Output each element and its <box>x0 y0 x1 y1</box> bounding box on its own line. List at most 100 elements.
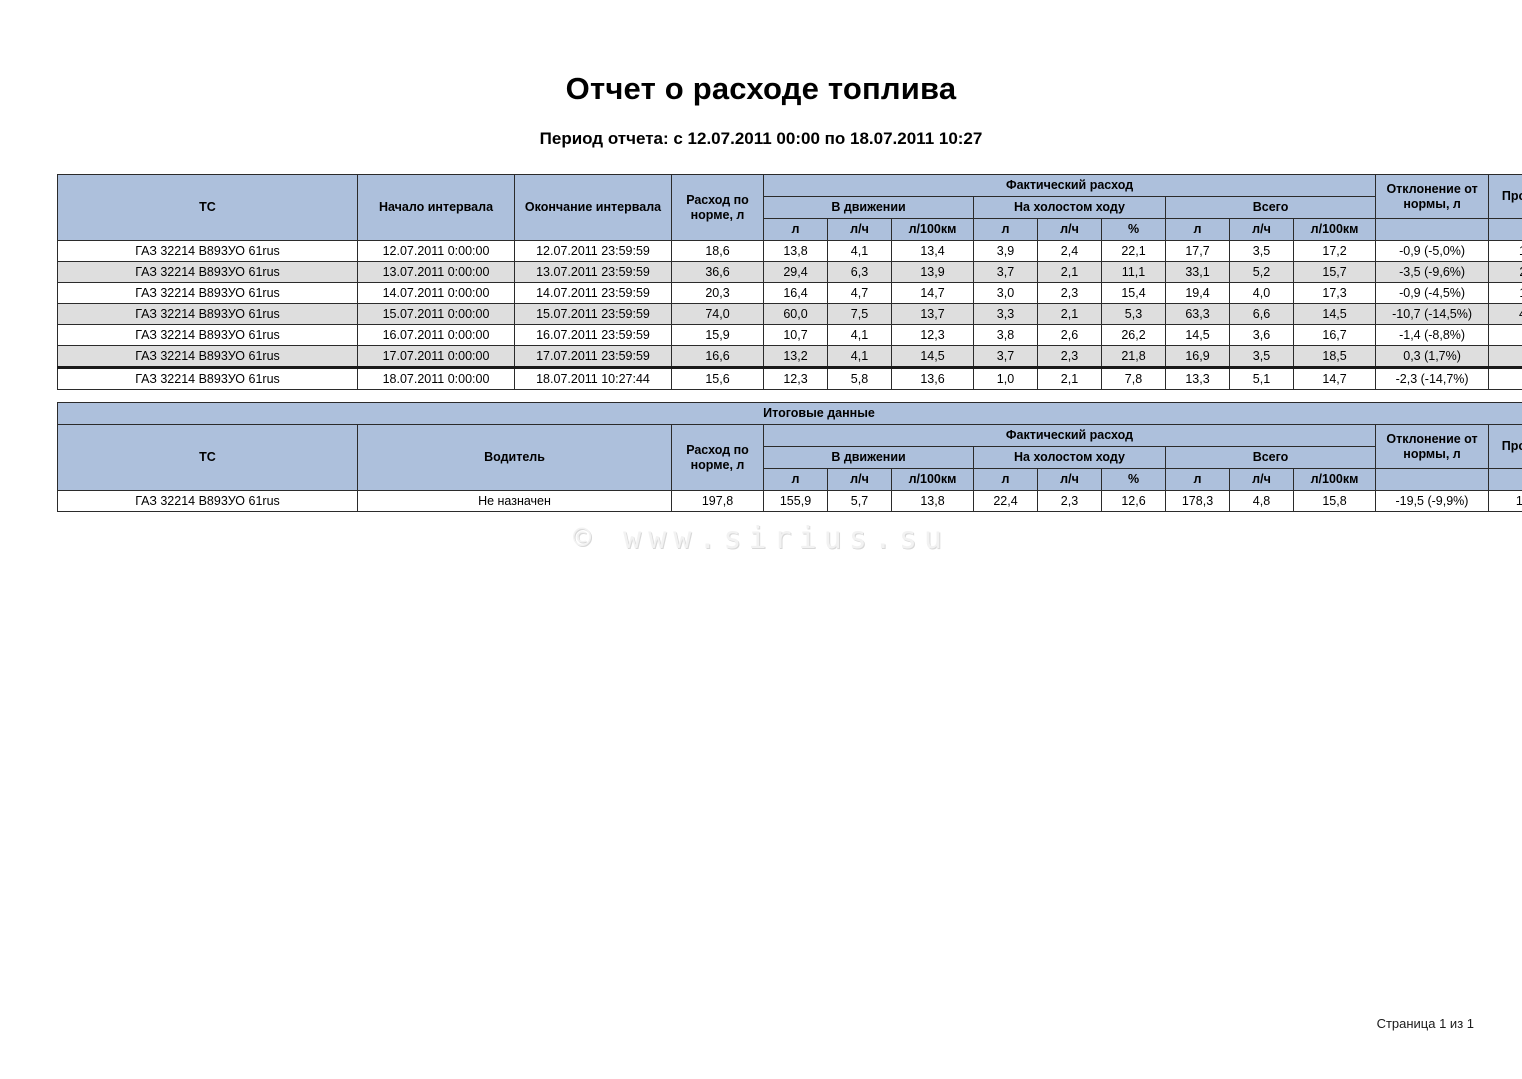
summary-cell-total-l: 178,3 <box>1165 490 1230 512</box>
table-row: ГАЗ 32214 В893УО 61rus 14.07.2011 0:00:00… <box>57 282 1522 304</box>
main-cell-total-l100: 17,2 <box>1292 240 1377 262</box>
summary-col-header-total-l: л <box>1165 468 1230 491</box>
summary-col-header-mileage: Пробег, км <box>1488 424 1522 469</box>
header-row-3: л л/ч л/100км л л/ч % л л/ч л/100км <box>58 218 1522 241</box>
col-header-deviation-sub <box>1375 218 1490 241</box>
main-cell-idle-l: 3,8 <box>973 324 1038 346</box>
main-cell-motion-l: 29,4 <box>763 261 828 283</box>
summary-cell-idle-l: 22,4 <box>973 490 1038 512</box>
main-cell-motion-lh: 7,5 <box>827 303 892 325</box>
main-cell-mileage: 436,5 <box>1488 303 1522 325</box>
table-row: ГАЗ 32214 В893УО 61rus Не назначен 197,8 15… <box>57 490 1522 512</box>
main-cell-norm: 74,0 <box>671 303 764 325</box>
table-row: ГАЗ 32214 В893УО 61rus 12.07.2011 0:00:00… <box>57 240 1522 262</box>
summary-header-row-3: л л/ч л/100км л л/ч % л л/ч л/100км <box>58 468 1522 491</box>
summary-cell-motion-lh: 5,7 <box>827 490 892 512</box>
main-cell-idle-pct: 22,1 <box>1101 240 1166 262</box>
main-cell-total-l: 63,3 <box>1165 303 1230 325</box>
summary-col-header-total: Всего <box>1165 446 1376 469</box>
main-cell-motion-l: 13,2 <box>763 345 828 368</box>
summary-col-header-total-l100km: л/100км <box>1293 468 1376 491</box>
summary-col-header-idle-pct: % <box>1101 468 1166 491</box>
main-cell-motion-lh: 4,7 <box>827 282 892 304</box>
main-cell-total-lh: 5,2 <box>1229 261 1294 283</box>
main-cell-end: 12.07.2011 23:59:59 <box>514 240 672 262</box>
main-table-head: ТС Начало интервала Окончание интервала … <box>57 174 1522 241</box>
main-cell-ts: ГАЗ 32214 В893УО 61rus <box>57 261 358 283</box>
header-row-2: В движении На холостом ходу Всего <box>58 196 1522 219</box>
main-cell-total-lh: 3,6 <box>1229 324 1294 346</box>
main-cell-norm: 36,6 <box>671 261 764 283</box>
col-header-total-l100km: л/100км <box>1292 218 1377 241</box>
main-cell-deviation: -0,9 (-5,0%) <box>1375 240 1490 262</box>
main-cell-end: 17.07.2011 23:59:59 <box>514 345 672 368</box>
main-cell-idle-l: 3,9 <box>973 240 1038 262</box>
col-header-in-motion: В движении <box>763 196 974 219</box>
main-cell-mileage: 103,0 <box>1488 240 1522 262</box>
summary-totals-table: Итоговые данные ТС Водитель Расход по но… <box>57 402 1522 512</box>
col-header-idle-l: л <box>973 218 1038 241</box>
main-cell-ts: ГАЗ 32214 В893УО 61rus <box>57 324 358 346</box>
main-table-container: ТС Начало интервала Окончание интервала … <box>57 174 1522 390</box>
summary-cell-idle-pct: 12,6 <box>1101 490 1166 512</box>
summary-cell-driver: Не назначен <box>357 490 672 512</box>
main-cell-deviation: -1,4 (-8,8%) <box>1375 324 1490 346</box>
col-header-total-l: л <box>1165 218 1230 241</box>
main-cell-norm: 18,6 <box>671 240 764 262</box>
main-cell-total-l100: 17,3 <box>1292 282 1377 304</box>
main-cell-total-lh: 4,0 <box>1229 282 1294 304</box>
main-cell-total-lh: 3,5 <box>1229 345 1294 368</box>
main-cell-mileage: 90,4 <box>1488 366 1522 390</box>
main-cell-mileage: 211,5 <box>1488 261 1522 283</box>
main-cell-total-l: 16,9 <box>1165 345 1230 368</box>
summary-cell-motion-l: 155,9 <box>763 490 828 512</box>
main-cell-idle-l: 1,0 <box>973 366 1038 390</box>
summary-banner-title: Итоговые данные <box>57 402 1522 425</box>
main-cell-start: 17.07.2011 0:00:00 <box>357 345 515 368</box>
col-header-interval-start: Начало интервала <box>357 174 515 241</box>
main-cell-total-l: 33,1 <box>1165 261 1230 283</box>
main-cell-norm: 16,6 <box>671 345 764 368</box>
summary-col-header-in-motion: В движении <box>763 446 974 469</box>
summary-cell-motion-l100: 13,8 <box>891 490 974 512</box>
main-cell-total-l100: 15,7 <box>1292 261 1377 283</box>
main-cell-motion-l100: 13,9 <box>891 261 974 283</box>
main-cell-end: 15.07.2011 23:59:59 <box>514 303 672 325</box>
main-cell-motion-l: 10,7 <box>763 324 828 346</box>
main-cell-motion-l: 16,4 <box>763 282 828 304</box>
main-cell-motion-lh: 4,1 <box>827 345 892 368</box>
main-cell-total-l100: 14,5 <box>1292 303 1377 325</box>
main-cell-deviation: -10,7 (-14,5%) <box>1375 303 1490 325</box>
col-header-mileage-sub <box>1488 218 1522 241</box>
header-row-1: ТС Начало интервала Окончание интервала … <box>57 174 1522 241</box>
summary-col-header-mileage-sub <box>1488 468 1522 491</box>
report-period-subtitle: Период отчета: с 12.07.2011 00:00 по 18.… <box>539 129 983 149</box>
summary-table-container: Итоговые данные ТС Водитель Расход по но… <box>57 402 1522 512</box>
site-watermark: © www.sirius.su <box>573 521 949 556</box>
main-cell-mileage: 86,9 <box>1488 324 1522 346</box>
main-cell-start: 18.07.2011 0:00:00 <box>357 366 515 390</box>
main-cell-mileage: 112,0 <box>1488 282 1522 304</box>
main-cell-idle-pct: 5,3 <box>1101 303 1166 325</box>
main-cell-idle-pct: 11,1 <box>1101 261 1166 283</box>
main-cell-motion-l100: 12,3 <box>891 324 974 346</box>
main-cell-start: 16.07.2011 0:00:00 <box>357 324 515 346</box>
main-cell-idle-pct: 26,2 <box>1101 324 1166 346</box>
main-cell-total-l100: 16,7 <box>1292 324 1377 346</box>
main-cell-ts: ГАЗ 32214 В893УО 61rus <box>57 240 358 262</box>
main-cell-motion-lh: 6,3 <box>827 261 892 283</box>
main-cell-start: 13.07.2011 0:00:00 <box>357 261 515 283</box>
table-row: ГАЗ 32214 В893УО 61rus 16.07.2011 0:00:00… <box>57 324 1522 346</box>
main-cell-total-l100: 18,5 <box>1292 345 1377 368</box>
summary-col-header-actual-consumption: Фактический расход <box>763 424 1376 447</box>
main-cell-norm: 20,3 <box>671 282 764 304</box>
main-cell-motion-l: 60,0 <box>763 303 828 325</box>
main-cell-total-l: 14,5 <box>1165 324 1230 346</box>
summary-cell-deviation: -19,5 (-9,9%) <box>1375 490 1489 512</box>
main-cell-idle-l: 3,7 <box>973 261 1038 283</box>
summary-table-body: ГАЗ 32214 В893УО 61rus Не назначен 197,8 15… <box>57 490 1522 512</box>
main-cell-norm: 15,9 <box>671 324 764 346</box>
main-cell-motion-l100: 13,6 <box>891 366 974 390</box>
summary-col-header-motion-lh: л/ч <box>827 468 892 491</box>
summary-table-head: Итоговые данные ТС Водитель Расход по но… <box>57 402 1522 491</box>
